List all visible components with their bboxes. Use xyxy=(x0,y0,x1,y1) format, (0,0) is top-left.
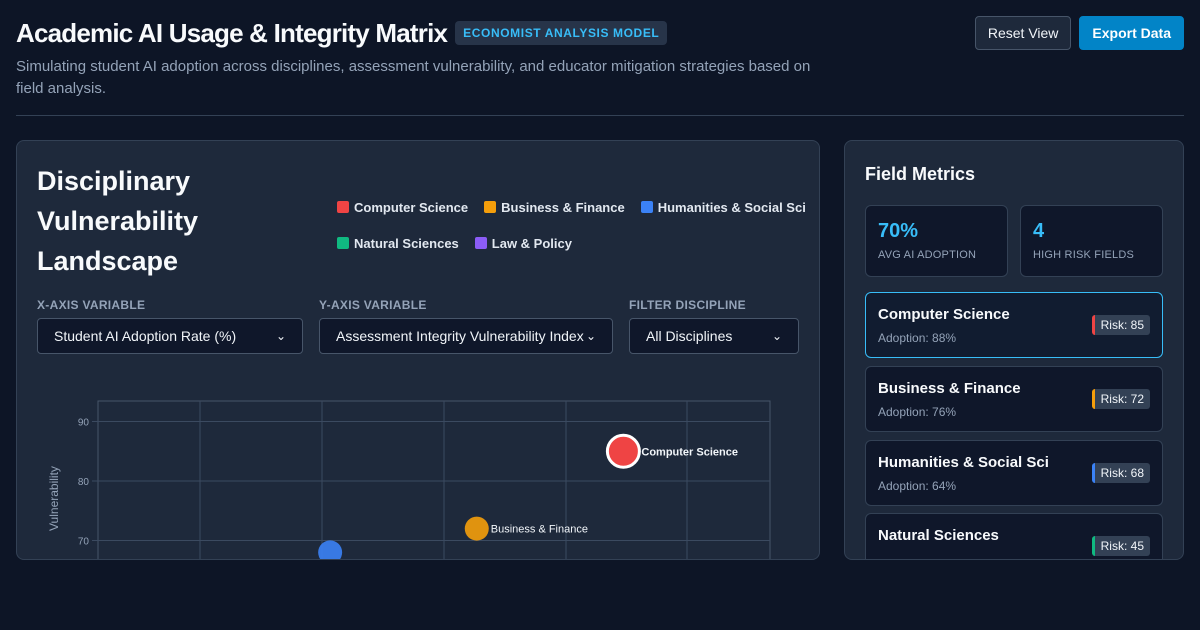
risk-badge: Risk: 68 xyxy=(1091,463,1150,483)
legend-item-law-policy[interactable]: Law & Policy xyxy=(474,235,572,251)
title-row: Academic AI Usage & Integrity Matrix ECO… xyxy=(16,16,1184,50)
stat-card-avg-adoption: 70% AVG AI ADOPTION xyxy=(865,205,1008,277)
data-point-label: Business & Finance xyxy=(491,524,588,536)
page-title: Academic AI Usage & Integrity Matrix xyxy=(16,18,448,48)
chevron-down-icon: ⌄ xyxy=(275,329,286,343)
metrics-panel: Field Metrics 70% AVG AI ADOPTION 4 HIGH… xyxy=(844,140,1184,560)
x-axis-control: X-AXIS VARIABLE Student AI Adoption Rate… xyxy=(37,298,303,354)
stat-card-high-risk: 4 HIGH RISK FIELDS xyxy=(1020,205,1163,277)
data-point xyxy=(318,540,343,559)
y-axis-value: Assessment Integrity Vulnerability Index xyxy=(336,328,584,344)
x-axis-select[interactable]: Student AI Adoption Rate (%) ⌄ xyxy=(37,318,303,354)
chevron-down-icon: ⌄ xyxy=(585,329,596,343)
field-name: Computer Science xyxy=(878,306,1010,323)
model-badge: ECONOMIST ANALYSIS MODEL xyxy=(455,21,668,45)
field-card-humanities[interactable]: Humanities & Social Sci Adoption: 64% Ri… xyxy=(865,440,1163,506)
y-tick-label: 70 xyxy=(78,537,90,548)
stat-label: HIGH RISK FIELDS xyxy=(1033,249,1134,261)
legend-swatch xyxy=(337,201,349,213)
x-axis-value: Student AI Adoption Rate (%) xyxy=(54,328,237,344)
filter-control: FILTER DISCIPLINE All Disciplines ⌄ xyxy=(629,298,799,354)
field-card-natural-sciences[interactable]: Natural Sciences Risk: 45 xyxy=(865,513,1163,559)
chevron-down-icon: ⌄ xyxy=(771,329,782,343)
legend-swatch xyxy=(337,237,349,249)
legend-swatch xyxy=(484,201,497,213)
field-card-computer-science[interactable]: Computer Science Adoption: 88% Risk: 85 xyxy=(865,292,1163,358)
chart-controls: X-AXIS VARIABLE Student AI Adoption Rate… xyxy=(37,298,799,354)
y-tick-label: 80 xyxy=(78,477,90,488)
legend-swatch xyxy=(474,237,487,249)
legend-label: Natural Sciences xyxy=(354,235,459,251)
data-point-label: Computer Science xyxy=(641,446,738,458)
field-adoption: Adoption: 64% xyxy=(878,479,957,493)
risk-badge: Risk: 72 xyxy=(1091,389,1150,409)
reset-view-button[interactable]: Reset View xyxy=(974,16,1072,50)
legend-label: Humanities & Social Sci xyxy=(657,199,806,215)
legend-swatch xyxy=(640,201,653,213)
legend-item-humanities[interactable]: Humanities & Social Sci xyxy=(640,199,806,215)
y-tick-label: 90 xyxy=(78,418,90,429)
stat-label: AVG AI ADOPTION xyxy=(878,249,977,261)
filter-discipline-select[interactable]: All Disciplines ⌄ xyxy=(629,318,799,354)
y-axis-label: Y-AXIS VARIABLE xyxy=(319,298,427,312)
export-data-button[interactable]: Export Data xyxy=(1079,16,1184,50)
risk-badge: Risk: 45 xyxy=(1091,536,1150,556)
field-adoption: Adoption: 76% xyxy=(878,405,957,419)
chart-panel: Disciplinary Vulnerability Landscape Com… xyxy=(16,140,820,560)
header-actions: Reset View Export Data xyxy=(974,16,1184,50)
filter-value: All Disciplines xyxy=(646,328,733,344)
legend-label: Business & Finance xyxy=(501,199,625,215)
page-header: Academic AI Usage & Integrity Matrix ECO… xyxy=(16,16,1184,116)
stat-value: 4 xyxy=(1033,220,1045,242)
x-axis-label: X-AXIS VARIABLE xyxy=(37,298,146,312)
chart-panel-title: Disciplinary Vulnerability Landscape xyxy=(37,166,199,276)
legend-item-business-finance[interactable]: Business & Finance xyxy=(484,199,625,215)
field-name: Business & Finance xyxy=(878,380,1021,397)
y-axis-select[interactable]: Assessment Integrity Vulnerability Index… xyxy=(319,318,613,354)
y-axis-control: Y-AXIS VARIABLE Assessment Integrity Vul… xyxy=(319,298,613,354)
field-adoption: Adoption: 88% xyxy=(878,331,957,345)
legend-item-natural-sciences[interactable]: Natural Sciences xyxy=(337,235,459,251)
field-card-business-finance[interactable]: Business & Finance Adoption: 76% Risk: 7… xyxy=(865,366,1163,432)
stat-value: 70% xyxy=(878,220,919,242)
metrics-title: Field Metrics xyxy=(865,164,976,184)
filter-label: FILTER DISCIPLINE xyxy=(629,298,746,312)
legend-label: Law & Policy xyxy=(491,235,572,251)
page-subtitle: Simulating student AI adoption across di… xyxy=(16,58,811,97)
chart-legend: Computer Science Business & Finance Huma… xyxy=(337,199,807,251)
plot-frame xyxy=(97,400,771,559)
data-point xyxy=(464,516,489,541)
risk-badge: Risk: 85 xyxy=(1091,315,1150,335)
field-name: Humanities & Social Sci xyxy=(878,454,1049,471)
field-name: Natural Sciences xyxy=(878,527,999,544)
y-axis-title: Vulnerability xyxy=(47,466,61,531)
legend-item-computer-science[interactable]: Computer Science xyxy=(337,199,468,215)
data-point xyxy=(605,433,641,469)
scatter-chart: 70 80 90 Vulnerability Computer Science Busin… xyxy=(47,400,771,559)
legend-label: Computer Science xyxy=(354,199,469,215)
